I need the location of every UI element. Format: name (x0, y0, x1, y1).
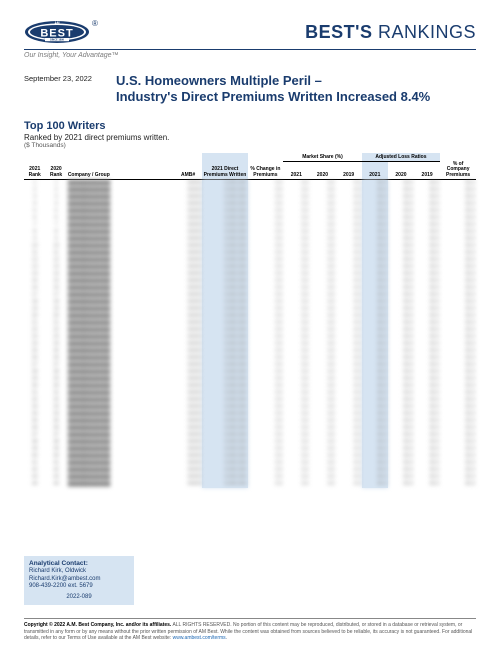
table-row: 1515████████████000000,000,0000.00.00.00… (24, 278, 476, 285)
th-ms19: 2019 (336, 161, 362, 179)
table-row: 3434████████████000000,000,0000.00.00.00… (24, 411, 476, 418)
table-row: 4141████████████000000,000,0000.00.00.00… (24, 460, 476, 467)
table-row: 2626████████████000000,000,0000.00.00.00… (24, 355, 476, 362)
table-row: 66████████████000000,000,0000.00.00.00.0… (24, 215, 476, 222)
svg-text:SINCE 1899: SINCE 1899 (50, 39, 65, 42)
th-chg: % Change in Premiums (248, 161, 284, 179)
th-company: Company / Group (67, 161, 174, 179)
ambest-logo: AM BEST SINCE 1899 ® (24, 18, 102, 46)
table-row: 2121████████████000000,000,0000.00.00.00… (24, 320, 476, 327)
th-lr20: 2020 (388, 161, 414, 179)
th-amb: AMB# (174, 161, 203, 179)
table-row: 1818████████████000000,000,0000.00.00.00… (24, 299, 476, 306)
th-ms20: 2020 (309, 161, 335, 179)
table-row: 3838████████████000000,000,0000.00.00.00… (24, 439, 476, 446)
table-row: 2525████████████000000,000,0000.00.00.00… (24, 348, 476, 355)
table-row: 1111████████████000000,000,0000.00.00.00… (24, 250, 476, 257)
table-row: 2727████████████000000,000,0000.00.00.00… (24, 362, 476, 369)
table-row: 1919████████████000000,000,0000.00.00.00… (24, 306, 476, 313)
section-title: Top 100 Writers (24, 120, 476, 132)
contact-phone: 908-439-2200 ext. 5679 (29, 583, 129, 591)
contact-email: Richard.Kirk@ambest.com (29, 576, 129, 584)
publish-date: September 23, 2022 (24, 74, 104, 83)
table-row: 1313████████████000000,000,0000.00.00.00… (24, 264, 476, 271)
table-row: 3535████████████000000,000,0000.00.00.00… (24, 418, 476, 425)
table-row: 4444████████████000000,000,0000.00.00.00… (24, 481, 476, 488)
table-row: 3939████████████000000,000,0000.00.00.00… (24, 446, 476, 453)
table-row: 3333████████████000000,000,0000.00.00.00… (24, 404, 476, 411)
section-note: ($ Thousands) (24, 142, 476, 149)
table-row: 1212████████████000000,000,0000.00.00.00… (24, 257, 476, 264)
table-row: 3737████████████000000,000,0000.00.00.00… (24, 432, 476, 439)
table-row: 4040████████████000000,000,0000.00.00.00… (24, 453, 476, 460)
rankings-table: Market Share (%) Adjusted Loss Ratios 20… (24, 153, 476, 488)
terms-link[interactable]: www.ambest.com/terms (173, 635, 226, 641)
th-lr19: 2019 (414, 161, 440, 179)
table-row: 2929████████████000000,000,0000.00.00.00… (24, 376, 476, 383)
table-row: 11████████████000000,000,0000.00.00.00.0… (24, 179, 476, 187)
table-row: 2222████████████000000,000,0000.00.00.00… (24, 327, 476, 334)
th-dpw: 2021 Direct Premiums Written (202, 161, 247, 179)
header-rule (24, 49, 476, 50)
table-row: 1616████████████000000,000,0000.00.00.00… (24, 285, 476, 292)
th-lr21: 2021 (362, 161, 388, 179)
tagline: Our Insight, Your Advantage™ (24, 52, 476, 59)
table-row: 22████████████000000,000,0000.00.00.00.0… (24, 187, 476, 194)
table-row: 2424████████████000000,000,0000.00.00.00… (24, 341, 476, 348)
analytical-contact-box: Analytical Contact: Richard Kirk, Oldwic… (24, 556, 134, 605)
table-row: 88████████████000000,000,0000.00.00.00.0… (24, 229, 476, 236)
table-row: 1010████████████000000,000,0000.00.00.00… (24, 243, 476, 250)
contact-heading: Analytical Contact: (29, 560, 129, 568)
svg-text:AM: AM (55, 21, 60, 25)
table-row: 1414████████████000000,000,0000.00.00.00… (24, 271, 476, 278)
page-brand-title: BEST'S RANKINGS (305, 22, 476, 43)
table-row: 99████████████000000,000,0000.00.00.00.0… (24, 236, 476, 243)
table-row: 55████████████000000,000,0000.00.00.00.0… (24, 208, 476, 215)
table-row: 1717████████████000000,000,0000.00.00.00… (24, 292, 476, 299)
table-row: 3636████████████000000,000,0000.00.00.00… (24, 425, 476, 432)
th-ms21: 2021 (283, 161, 309, 179)
document-id: 2022-089 (29, 594, 129, 602)
table-row: 44████████████000000,000,0000.00.00.00.0… (24, 201, 476, 208)
contact-name: Richard Kirk, Oldwick (29, 568, 129, 576)
table-row: 4242████████████000000,000,0000.00.00.00… (24, 467, 476, 474)
th-rank20: 2020 Rank (45, 161, 66, 179)
table-row: 77████████████000000,000,0000.00.00.00.0… (24, 222, 476, 229)
section-subtitle: Ranked by 2021 direct premiums written. (24, 133, 476, 142)
table-row: 3030████████████000000,000,0000.00.00.00… (24, 383, 476, 390)
table-row: 3232████████████000000,000,0000.00.00.00… (24, 397, 476, 404)
table-row: 2020████████████000000,000,0000.00.00.00… (24, 313, 476, 320)
svg-text:®: ® (92, 19, 98, 28)
table-row: 3131████████████000000,000,0000.00.00.00… (24, 390, 476, 397)
table-row: 33████████████000000,000,0000.00.00.00.0… (24, 194, 476, 201)
table-row: 2828████████████000000,000,0000.00.00.00… (24, 369, 476, 376)
report-title-line2: Industry's Direct Premiums Written Incre… (116, 89, 430, 105)
table-row: 4343████████████000000,000,0000.00.00.00… (24, 474, 476, 481)
report-title-line1: U.S. Homeowners Multiple Peril – (116, 73, 430, 89)
th-pct-company: % of Company Premiums (440, 161, 476, 179)
th-group-loss-ratios: Adjusted Loss Ratios (362, 153, 440, 162)
th-rank21: 2021 Rank (24, 161, 45, 179)
copyright-footer: Copyright © 2022 A.M. Best Company, Inc.… (24, 618, 476, 641)
th-group-market-share: Market Share (%) (283, 153, 361, 162)
table-row: 2323████████████000000,000,0000.00.00.00… (24, 334, 476, 341)
